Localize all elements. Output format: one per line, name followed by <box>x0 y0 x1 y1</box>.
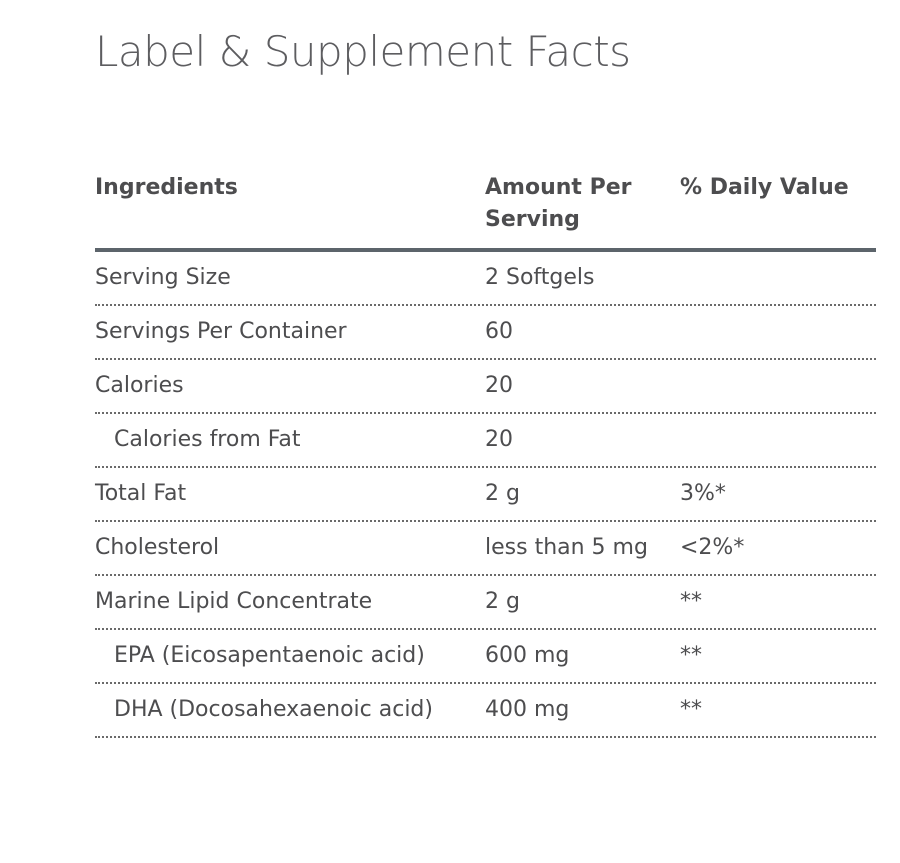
header-amount-per-serving: Amount Per Serving <box>485 175 632 232</box>
ingredient-cell: Marine Lipid Concentrate <box>95 589 373 614</box>
ingredient-cell: EPA (Eicosapentaenoic acid) <box>114 643 425 668</box>
table-body: Serving Size 2 Softgels Servings Per Con… <box>95 252 876 738</box>
ingredient-cell: Calories <box>95 373 184 398</box>
header-daily-value: % Daily Value <box>680 175 849 200</box>
ingredient-cell: DHA (Docosahexaenoic acid) <box>114 697 433 722</box>
amount-cell: 60 <box>485 319 513 344</box>
ingredient-cell: Serving Size <box>95 265 231 290</box>
page-title: Label & Supplement Facts <box>95 27 631 76</box>
amount-cell: less than 5 mg <box>485 535 648 560</box>
amount-cell: 600 mg <box>485 643 570 668</box>
table-row: EPA (Eicosapentaenoic acid) 600 mg ** <box>95 630 876 684</box>
table-row: Marine Lipid Concentrate 2 g ** <box>95 576 876 630</box>
amount-cell: 20 <box>485 427 513 452</box>
daily-value-cell: 3%* <box>680 481 726 506</box>
table-row: DHA (Docosahexaenoic acid) 400 mg ** <box>95 684 876 738</box>
ingredient-cell: Cholesterol <box>95 535 220 560</box>
ingredient-cell: Calories from Fat <box>114 427 301 452</box>
daily-value-cell: ** <box>680 643 702 668</box>
table-row: Cholesterol less than 5 mg <2%* <box>95 522 876 576</box>
table-row: Serving Size 2 Softgels <box>95 252 876 306</box>
table-row: Calories from Fat 20 <box>95 414 876 468</box>
header-ingredients: Ingredients <box>95 175 238 200</box>
table-row: Total Fat 2 g 3%* <box>95 468 876 522</box>
daily-value-cell: ** <box>680 589 702 614</box>
ingredient-cell: Total Fat <box>95 481 187 506</box>
amount-cell: 2 g <box>485 589 520 614</box>
ingredient-cell: Servings Per Container <box>95 319 347 344</box>
table-row: Servings Per Container 60 <box>95 306 876 360</box>
table-header: Ingredients Amount Per Serving % Daily V… <box>95 172 876 252</box>
daily-value-cell: ** <box>680 697 702 722</box>
amount-cell: 2 Softgels <box>485 265 595 290</box>
amount-cell: 2 g <box>485 481 520 506</box>
amount-cell: 400 mg <box>485 697 570 722</box>
supplement-facts-table: Ingredients Amount Per Serving % Daily V… <box>95 172 876 738</box>
daily-value-cell: <2%* <box>680 535 745 560</box>
table-row: Calories 20 <box>95 360 876 414</box>
amount-cell: 20 <box>485 373 513 398</box>
